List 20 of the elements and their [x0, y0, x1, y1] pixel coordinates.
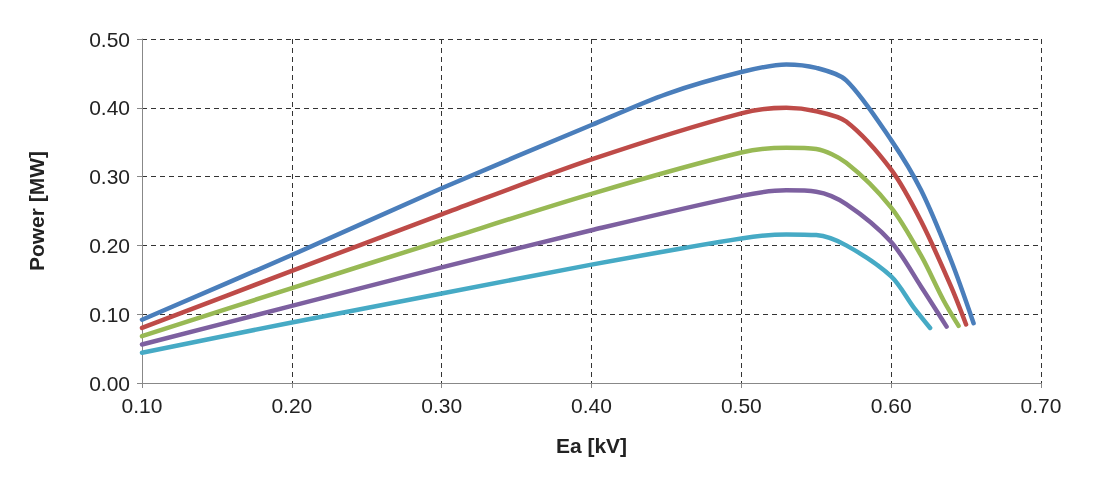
x-tick-label: 0.10 [121, 394, 163, 417]
y-tick-label: 0.00 [89, 371, 130, 395]
x-tick-label: 0.50 [720, 394, 762, 417]
y-tick-label: 0.20 [89, 233, 130, 257]
line-series [139, 62, 976, 326]
y-tick-label: 0.10 [89, 302, 130, 326]
line-series [139, 232, 933, 355]
x-tick-label: 0.20 [271, 394, 313, 417]
x-tick-label: 0.60 [870, 394, 912, 417]
y-tick-label: 0.50 [89, 27, 130, 51]
line-series [139, 145, 961, 339]
y-axis-title: Power [MW] [25, 150, 48, 272]
y-tick-label: 0.30 [89, 165, 130, 189]
x-axis-title: Ea [kV] [555, 434, 628, 457]
y-tick-label: 0.40 [89, 96, 130, 120]
x-tick-label: 0.40 [571, 394, 612, 417]
x-tick-label: 0.30 [421, 394, 463, 417]
line-series [139, 188, 949, 347]
x-tick-label: 0.70 [1020, 394, 1062, 417]
line-series [139, 105, 969, 331]
